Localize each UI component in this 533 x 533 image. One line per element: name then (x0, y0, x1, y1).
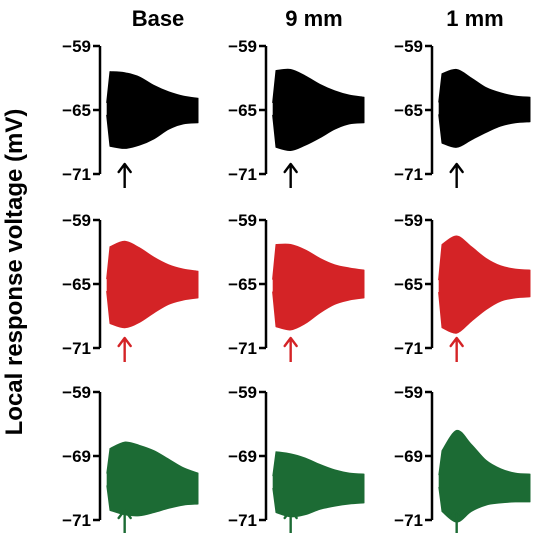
y-tick-label-base-row2-2: −71 (62, 339, 91, 358)
y-tick-label-base-row3-1: −69 (62, 447, 91, 466)
voltage-envelope-1mm-row1 (437, 68, 531, 148)
column-title-9mm: 9 mm (285, 6, 342, 31)
y-axis-label: Local response voltage (mV) (1, 109, 28, 436)
y-tick-label-9mm-row2-2: −71 (228, 339, 257, 358)
y-tick-label-1mm-row3-0: −59 (394, 383, 423, 402)
y-tick-label-9mm-row1-1: −65 (228, 101, 257, 120)
y-tick-label-9mm-row3-0: −59 (228, 383, 257, 402)
y-tick-label-base-row1-1: −65 (62, 101, 91, 120)
voltage-envelope-1mm-row2 (437, 235, 531, 334)
voltage-envelope-base-row3 (105, 441, 199, 517)
column-title-1mm: 1 mm (446, 6, 503, 31)
y-tick-label-9mm-row3-1: −69 (228, 447, 257, 466)
peak-arrow-head-9mm-row3 (283, 508, 298, 520)
y-tick-label-9mm-row2-0: −59 (228, 211, 257, 230)
y-tick-label-base-row3-2: −71 (62, 511, 91, 530)
y-tick-label-1mm-row2-1: −65 (394, 275, 423, 294)
peak-arrow-head-base-row2 (117, 336, 132, 348)
y-tick-label-base-row1-0: −59 (62, 37, 91, 56)
y-tick-label-1mm-row2-2: −71 (394, 339, 423, 358)
peak-arrow-head-base-row1 (117, 162, 132, 174)
y-tick-label-1mm-row3-1: −69 (394, 447, 423, 466)
y-tick-label-1mm-row1-0: −59 (394, 37, 423, 56)
y-tick-label-9mm-row1-2: −71 (228, 165, 257, 184)
voltage-envelope-9mm-row1 (271, 68, 365, 152)
y-tick-label-9mm-row3-2: −71 (228, 511, 257, 530)
y-tick-label-9mm-row2-1: −65 (228, 275, 257, 294)
voltage-envelope-1mm-row3 (437, 429, 531, 523)
y-tick-label-base-row1-2: −71 (62, 165, 91, 184)
column-title-base: Base (132, 6, 185, 31)
panel-grid: −59 −65 −71 −59 −65 −71 −59 −65 −71 −59 −65 −71 −59 −… (62, 37, 531, 533)
peak-arrow-head-1mm-row1 (449, 162, 464, 174)
y-tick-label-9mm-row1-0: −59 (228, 37, 257, 56)
peak-arrow-head-9mm-row1 (283, 162, 298, 174)
voltage-envelope-base-row2 (105, 240, 199, 329)
peak-arrow-head-1mm-row3 (449, 508, 464, 520)
y-tick-label-base-row2-0: −59 (62, 211, 91, 230)
y-tick-label-1mm-row1-1: −65 (394, 101, 423, 120)
voltage-envelope-9mm-row3 (271, 451, 365, 518)
peak-arrow-head-1mm-row2 (449, 336, 464, 348)
voltage-envelope-9mm-row2 (271, 243, 365, 331)
voltage-envelope-base-row1 (105, 71, 199, 149)
y-tick-label-base-row2-1: −65 (62, 275, 91, 294)
peak-arrow-head-9mm-row2 (283, 336, 298, 348)
y-tick-label-1mm-row2-0: −59 (394, 211, 423, 230)
y-tick-label-base-row3-0: −59 (62, 383, 91, 402)
y-tick-label-1mm-row3-2: −71 (394, 511, 423, 530)
y-tick-label-1mm-row1-2: −71 (394, 165, 423, 184)
peak-arrow-head-base-row3 (117, 508, 132, 520)
